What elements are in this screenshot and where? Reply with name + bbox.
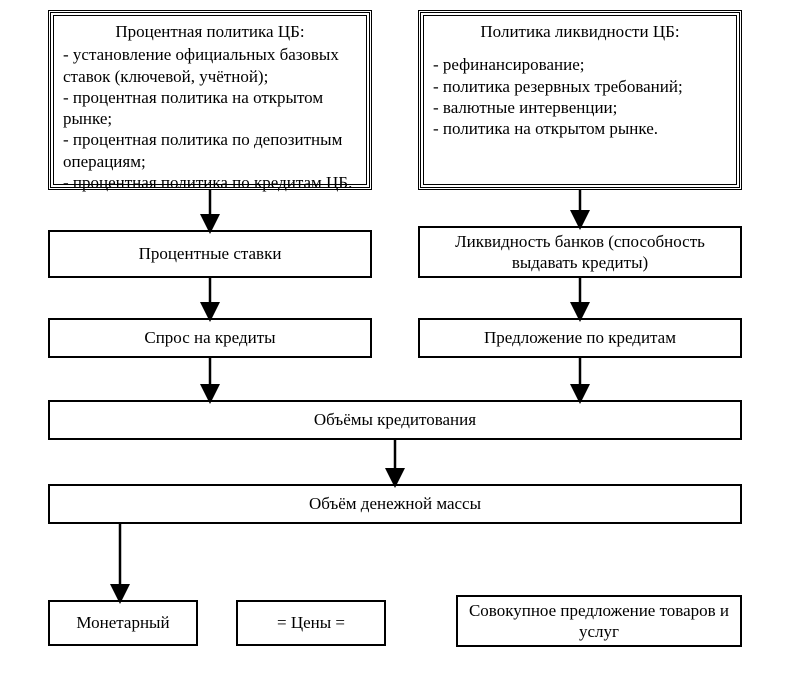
node-bank-liquidity: Ликвидность банков (способность выдавать… [418, 226, 742, 278]
node-credit-supply-label: Предложение по кредитам [484, 327, 676, 348]
node-credit-demand-label: Спрос на кредиты [144, 327, 275, 348]
node-interest-policy-title: Процентная политика ЦБ: [63, 21, 357, 42]
node-liquidity-policy-items: - рефинансирование; - политика резервных… [433, 54, 727, 139]
node-money-supply: Объём денежной массы [48, 484, 742, 524]
node-aggregate-supply: Совокупное предложение товаров и услуг [456, 595, 742, 647]
node-prices-label: = Цены = [277, 612, 345, 633]
node-monetary-label: Монетарный [76, 612, 169, 633]
node-interest-rates-label: Процентные ставки [139, 243, 282, 264]
node-monetary: Монетарный [48, 600, 198, 646]
node-credit-demand: Спрос на кредиты [48, 318, 372, 358]
node-interest-policy-items: - установление официальных базовых ставо… [63, 44, 357, 193]
node-credit-supply: Предложение по кредитам [418, 318, 742, 358]
node-credit-volumes-label: Объёмы кредитования [314, 409, 476, 430]
node-aggregate-supply-label: Совокупное предложение товаров и услуг [466, 600, 732, 643]
node-bank-liquidity-label: Ликвидность банков (способность выдавать… [428, 231, 732, 274]
node-liquidity-policy: Политика ликвидности ЦБ: - рефинансирова… [418, 10, 742, 190]
node-prices: = Цены = [236, 600, 386, 646]
node-interest-policy: Процентная политика ЦБ: - установление о… [48, 10, 372, 190]
node-money-supply-label: Объём денежной массы [309, 493, 481, 514]
node-credit-volumes: Объёмы кредитования [48, 400, 742, 440]
node-interest-rates: Процентные ставки [48, 230, 372, 278]
node-liquidity-policy-title: Политика ликвидности ЦБ: [433, 21, 727, 42]
